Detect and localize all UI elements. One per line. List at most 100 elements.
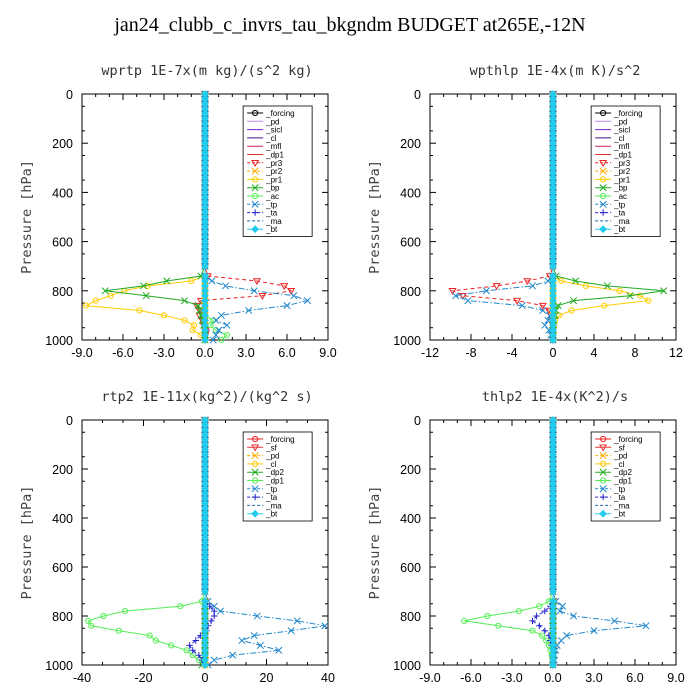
legend-label: _sf <box>265 443 277 452</box>
legend-marker <box>599 452 607 460</box>
legend-marker <box>599 444 608 452</box>
y-tick-label: 400 <box>52 512 73 526</box>
panel-title: rtp2 1E-11x(kg^2)/(kg^2 s) <box>101 389 312 405</box>
data-point <box>513 297 522 305</box>
legend-marker <box>599 509 608 518</box>
data-point <box>495 622 502 629</box>
x-tick-label: 6.0 <box>278 346 295 360</box>
data-point <box>181 317 188 324</box>
data-point <box>569 297 578 305</box>
x-tick-label: 0.0 <box>544 671 561 685</box>
x-tick-label: 0 <box>202 671 209 685</box>
data-point <box>549 509 557 518</box>
data-point <box>529 617 536 625</box>
legend-label: _pr2 <box>613 167 631 176</box>
y-tick-label: 0 <box>414 414 421 428</box>
y-tick-label: 1000 <box>45 334 73 348</box>
data-point <box>626 292 634 300</box>
y-axis-label: Pressure [hPa] <box>367 486 383 600</box>
data-point <box>533 612 540 620</box>
y-tick-label: 600 <box>52 236 73 250</box>
legend-marker <box>252 435 259 443</box>
legend: _forcing_sf_pd_cl_dp2_dp1_tp_ta_ma_bt <box>242 431 313 522</box>
data-point <box>558 277 565 285</box>
data-point <box>549 587 557 596</box>
data-point <box>216 607 224 615</box>
y-tick-label: 0 <box>66 414 73 428</box>
panel-title: wprtp 1E-7x(m kg)/(s^2 kg) <box>101 63 312 79</box>
legend-marker <box>600 192 607 200</box>
legend-label: _ma <box>265 217 282 226</box>
data-point <box>201 109 209 118</box>
legend-label: _dp1 <box>265 151 284 160</box>
legend-label: _forcing <box>265 435 294 444</box>
data-point <box>553 641 561 649</box>
y-tick-label: 0 <box>66 88 73 102</box>
data-point <box>448 288 457 295</box>
legend-marker <box>600 435 607 443</box>
data-point <box>536 603 543 610</box>
data-point <box>253 612 261 620</box>
legend-label: _cl <box>613 460 624 469</box>
y-tick-label: 200 <box>400 463 421 477</box>
figure-title: jan24_clubb_c_invrs_tau_bkgndm BUDGET at… <box>114 14 586 36</box>
data-point <box>293 617 301 625</box>
series-dp1 <box>461 416 557 669</box>
data-point <box>544 316 552 324</box>
data-point <box>189 647 196 654</box>
legend-label: _cl <box>265 134 276 143</box>
legend-label: _pr1 <box>265 175 283 184</box>
data-point <box>461 617 468 625</box>
series-line <box>87 420 206 666</box>
legend-marker <box>599 225 608 234</box>
data-point <box>221 282 230 290</box>
data-point <box>92 297 99 304</box>
y-tick-label: 800 <box>52 285 73 299</box>
data-point <box>215 326 223 334</box>
legend-label: _dp1 <box>265 477 284 486</box>
y-tick-label: 1000 <box>393 334 421 348</box>
data-point <box>549 484 557 493</box>
legend-label: _bp <box>613 184 628 193</box>
data-point <box>283 302 291 310</box>
y-tick-label: 800 <box>400 285 421 299</box>
data-point <box>83 302 90 309</box>
legend-label: _pr3 <box>613 159 631 168</box>
data-point <box>549 435 557 444</box>
x-tick-label: 3.0 <box>585 671 602 685</box>
x-tick-label: 4 <box>591 346 598 360</box>
data-point <box>195 306 204 315</box>
y-axis-label: Pressure [hPa] <box>19 486 35 600</box>
data-point <box>541 627 548 634</box>
legend-label: _tp <box>265 485 278 494</box>
y-tick-label: 400 <box>400 512 421 526</box>
data-point <box>238 636 246 645</box>
legend-marker <box>252 176 259 183</box>
legend-label: _forcing <box>265 109 294 118</box>
y-tick-label: 600 <box>400 236 421 250</box>
data-point <box>201 134 209 143</box>
data-point <box>321 622 329 630</box>
y-tick-label: 400 <box>52 186 73 200</box>
legend-marker <box>599 184 607 192</box>
data-point <box>544 277 552 285</box>
data-point <box>541 321 549 329</box>
legend-label: _pr3 <box>265 159 283 168</box>
data-point <box>549 533 557 542</box>
data-point <box>177 603 184 610</box>
series-bt <box>201 416 209 669</box>
series-bt <box>549 90 557 344</box>
y-tick-label: 600 <box>52 561 73 575</box>
data-point <box>201 183 209 192</box>
x-tick-label: -40 <box>73 671 91 685</box>
x-tick-label: -20 <box>134 671 152 685</box>
data-point <box>201 460 209 469</box>
legend-label: _ac <box>265 192 279 201</box>
y-tick-label: 200 <box>52 463 73 477</box>
legend-marker <box>251 509 260 518</box>
data-point <box>210 656 218 664</box>
data-point <box>642 622 650 630</box>
data-point <box>303 297 312 305</box>
data-point <box>645 297 652 304</box>
